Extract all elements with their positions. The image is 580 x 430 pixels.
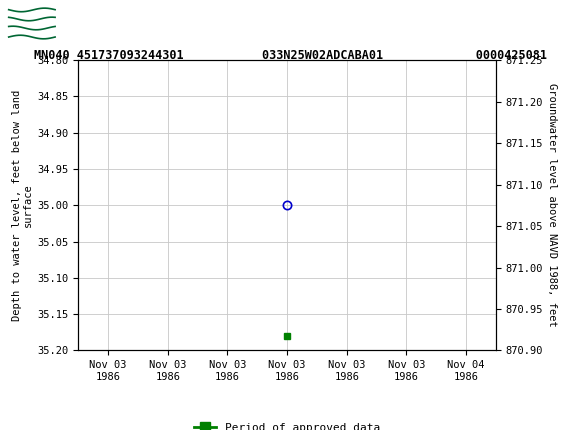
Text: MN040 451737093244301           033N25W02ADCABA01             0000425081: MN040 451737093244301 033N25W02ADCABA01 …: [34, 49, 546, 62]
Y-axis label: Depth to water level, feet below land
surface: Depth to water level, feet below land su…: [12, 90, 33, 321]
Bar: [6, 3, 58, 42]
Legend: Period of approved data: Period of approved data: [190, 419, 385, 430]
Text: USGS: USGS: [67, 12, 130, 33]
Y-axis label: Groundwater level above NAVD 1988, feet: Groundwater level above NAVD 1988, feet: [548, 83, 557, 327]
